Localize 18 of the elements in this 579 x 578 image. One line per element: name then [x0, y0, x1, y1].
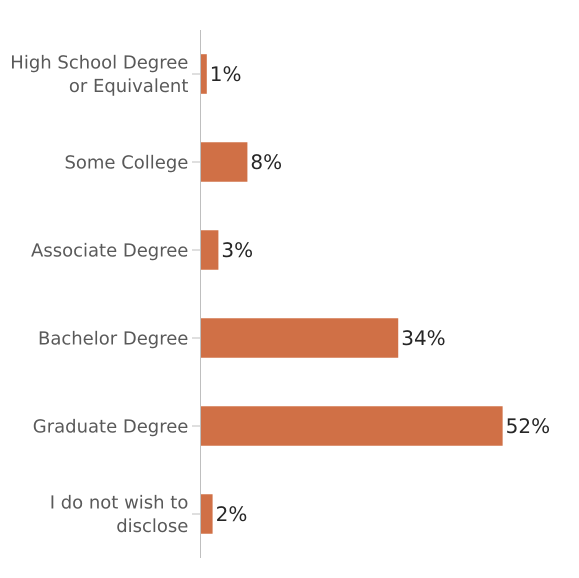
data-label: 52% — [506, 414, 550, 438]
bar — [201, 54, 207, 94]
bar — [201, 230, 218, 270]
y-tick-label: Bachelor Degree — [38, 328, 188, 350]
data-label: 8% — [250, 150, 282, 174]
bar — [201, 494, 213, 534]
y-tick-label: High School Degree or Equivalent — [10, 52, 188, 97]
data-label: 1% — [210, 62, 242, 86]
y-tick-label: Associate Degree — [31, 240, 188, 262]
data-label: 3% — [221, 238, 254, 262]
data-label: 2% — [216, 502, 248, 526]
bar — [201, 406, 503, 446]
data-label: 34% — [401, 326, 446, 350]
y-tick-label: Graduate Degree — [32, 416, 188, 438]
bar — [201, 142, 248, 182]
y-tick-label: I do not wish to disclose — [50, 492, 188, 537]
bar — [201, 318, 398, 358]
y-tick-label: Some College — [64, 152, 188, 174]
